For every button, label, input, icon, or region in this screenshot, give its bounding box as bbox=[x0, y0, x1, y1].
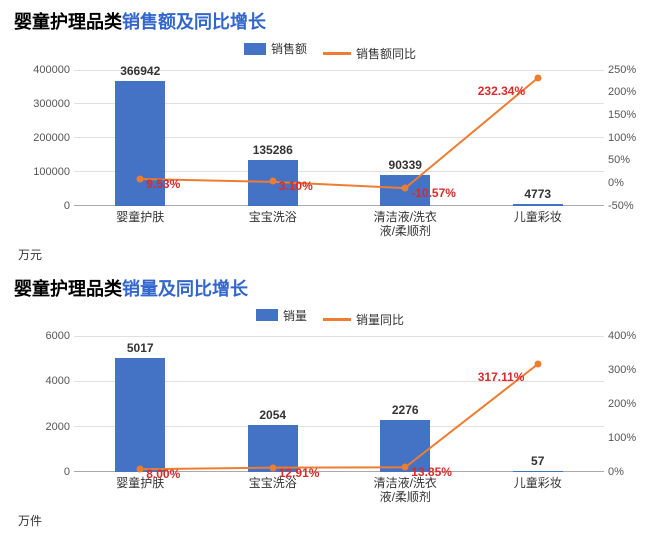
line-marker bbox=[402, 464, 409, 471]
category-label: 儿童彩妆 bbox=[445, 472, 631, 490]
line-marker bbox=[269, 464, 276, 471]
y-tick-right: 400% bbox=[604, 330, 646, 342]
line-value-label: 232.34% bbox=[478, 84, 525, 98]
line-value-label: 12.91% bbox=[279, 466, 320, 480]
y-tick-left: 400000 bbox=[14, 64, 70, 76]
chart-panel-0: 婴童护理品类销售额及同比增长销售额销售额同比010000020000030000… bbox=[0, 0, 660, 267]
y-tick-right: 300% bbox=[604, 364, 646, 376]
legend-line: 销量同比 bbox=[323, 311, 404, 328]
chart-panel-1: 婴童护理品类销量及同比增长销量销量同比02000400060000%100%20… bbox=[0, 267, 660, 533]
y-tick-right: 200% bbox=[604, 86, 646, 98]
line-value-label: 9.53% bbox=[146, 177, 180, 191]
line-marker bbox=[137, 466, 144, 473]
legend-line-label: 销售额同比 bbox=[356, 45, 416, 62]
chart-title: 婴童护理品类销售额及同比增长 bbox=[14, 8, 646, 34]
plot: 5017婴童护肤2054宝宝洗浴2276清洁液/洗衣液/柔顺剂57儿童彩妆8.0… bbox=[74, 336, 604, 472]
legend-bar: 销量 bbox=[256, 307, 307, 324]
line-marker bbox=[534, 361, 541, 368]
legend-line-label: 销量同比 bbox=[356, 311, 404, 328]
y-tick-right: 100% bbox=[604, 132, 646, 144]
legend-bar-label: 销量 bbox=[283, 307, 307, 324]
legend: 销量 销量同比 bbox=[14, 307, 646, 329]
y-tick-right: 0% bbox=[604, 177, 646, 189]
title-blue: 销售额及同比增长 bbox=[122, 12, 266, 32]
legend-bar: 销售额 bbox=[244, 40, 307, 57]
chart-area: 0100000200000300000400000-50%0%50%100%15… bbox=[14, 64, 646, 244]
line-marker bbox=[534, 74, 541, 81]
legend-line: 销售额同比 bbox=[323, 45, 416, 62]
y-tick-left: 100000 bbox=[14, 166, 70, 178]
y-tick-left: 200000 bbox=[14, 132, 70, 144]
trend-line bbox=[74, 336, 604, 472]
title-black: 婴童护理品类 bbox=[14, 12, 122, 32]
y-tick-left: 6000 bbox=[14, 330, 70, 342]
chart-area: 02000400060000%100%200%300%400%5017婴童护肤2… bbox=[14, 330, 646, 510]
line-value-label: -10.57% bbox=[411, 186, 456, 200]
unit-label: 万件 bbox=[14, 512, 646, 529]
unit-label: 万元 bbox=[14, 246, 646, 263]
plot: 366942婴童护肤135286宝宝洗浴90339清洁液/洗衣液/柔顺剂4773… bbox=[74, 70, 604, 206]
line-swatch bbox=[323, 318, 351, 321]
line-value-label: 8.00% bbox=[146, 467, 180, 481]
category-label: 儿童彩妆 bbox=[445, 206, 631, 224]
line-marker bbox=[402, 184, 409, 191]
chart-title: 婴童护理品类销量及同比增长 bbox=[14, 275, 646, 301]
line-swatch bbox=[323, 52, 351, 55]
bar-swatch bbox=[244, 43, 266, 55]
y-tick-right: 200% bbox=[604, 398, 646, 410]
legend-bar-label: 销售额 bbox=[271, 40, 307, 57]
bar-swatch bbox=[256, 309, 278, 321]
y-tick-right: 50% bbox=[604, 154, 646, 166]
y-tick-right: 150% bbox=[604, 109, 646, 121]
line-value-label: 3.10% bbox=[279, 179, 313, 193]
y-tick-left: 300000 bbox=[14, 98, 70, 110]
y-tick-left: 2000 bbox=[14, 421, 70, 433]
title-black: 婴童护理品类 bbox=[14, 279, 122, 299]
line-marker bbox=[137, 175, 144, 182]
y-tick-right: 250% bbox=[604, 64, 646, 76]
legend: 销售额 销售额同比 bbox=[14, 40, 646, 62]
line-value-label: 13.85% bbox=[411, 465, 452, 479]
y-tick-right: 100% bbox=[604, 432, 646, 444]
line-marker bbox=[269, 178, 276, 185]
title-blue: 销量及同比增长 bbox=[122, 279, 248, 299]
y-tick-left: 4000 bbox=[14, 375, 70, 387]
line-value-label: 317.11% bbox=[478, 370, 525, 384]
